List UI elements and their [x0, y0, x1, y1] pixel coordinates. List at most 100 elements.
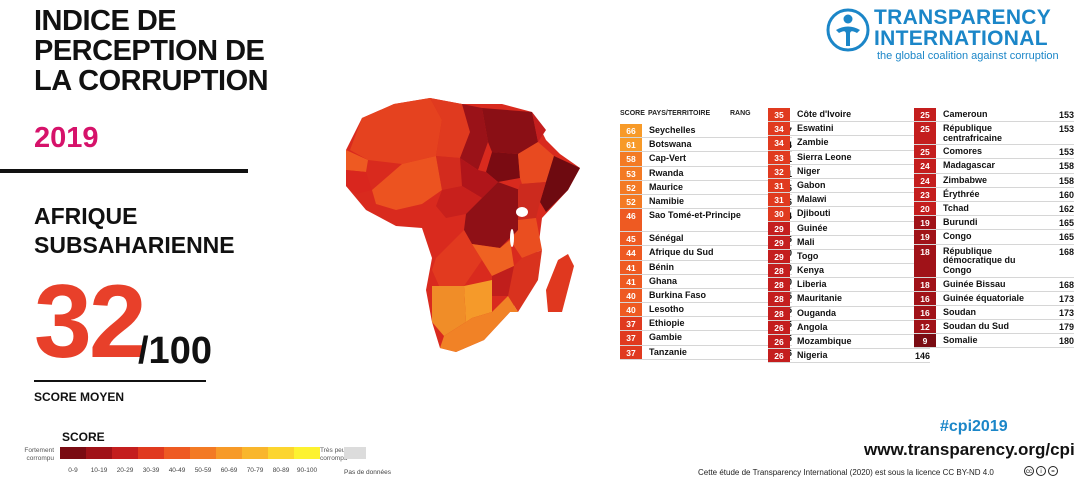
cc-nd-icon: = — [1048, 466, 1058, 476]
table-row: 29Togo130 — [768, 249, 930, 265]
country-name: Guinée — [797, 222, 828, 233]
legend-no-data-label: Pas de données — [344, 469, 391, 476]
country-score: 33 — [768, 150, 790, 164]
table-column-1: 66Seychelles2761Botswana3458Cap-Vert4153… — [620, 124, 792, 360]
country-name: Nigeria — [797, 350, 828, 361]
country-name: Tanzanie — [649, 346, 687, 357]
country-name: Guinée équatoriale — [943, 292, 1025, 303]
map-region-senegal — [346, 150, 368, 172]
table-row: 29Mali130 — [768, 235, 930, 250]
header-country: PAYS/TERRITOIRE — [648, 110, 711, 117]
legend-swatch — [190, 447, 216, 459]
table-row: 41Ghana80 — [620, 274, 792, 289]
table-row: 20 Tchad 162 — [914, 201, 1074, 217]
country-score: 29 — [768, 221, 790, 235]
map-region-mozambique — [508, 250, 542, 312]
table-row: 18 République démocratique du Congo 168 — [914, 244, 1074, 278]
table-row: 37Gambie96 — [620, 331, 792, 346]
table-row: 25 République centrafricaine 153 — [914, 122, 1074, 146]
map-region-tanzania — [510, 218, 542, 258]
logo-name: TRANSPARENCY INTERNATIONAL — [874, 7, 1051, 49]
legend-range-label: 80-89 — [272, 467, 290, 474]
country-score: 31 — [768, 193, 790, 207]
country-name: Madagascar — [943, 160, 996, 171]
country-name: Sénégal — [649, 233, 684, 244]
legend-color-scale — [60, 447, 320, 459]
cc-icon: cc — [1024, 466, 1034, 476]
country-score: 26 — [768, 335, 790, 349]
map-region-car — [460, 158, 498, 198]
title-line-2: PERCEPTION DE — [34, 35, 265, 67]
country-score: 66 — [620, 124, 642, 138]
country-rank: 165 — [1058, 218, 1074, 229]
country-score: 37 — [620, 331, 642, 345]
creative-commons-icons: cc i = — [1024, 466, 1058, 476]
table-row: 34Zambie113 — [768, 136, 930, 151]
country-name: Soudan — [943, 306, 976, 317]
country-name: Gambie — [649, 332, 683, 343]
country-name: Niger — [797, 165, 821, 176]
country-rank: 146 — [914, 351, 930, 362]
country-name: Kenya — [797, 265, 825, 276]
table-row: 29Guinée130 — [768, 221, 930, 236]
country-name: Namibie — [649, 195, 685, 206]
table-row: 28Ouganda137 — [768, 306, 930, 321]
map-region-sahel-west — [350, 98, 442, 164]
website-link[interactable]: www.transparency.org/cpi — [864, 440, 1075, 459]
table-row: 37Ethiopie96 — [620, 317, 792, 332]
legend-swatch — [164, 447, 190, 459]
logo-name-line-1: TRANSPARENCY — [874, 6, 1052, 29]
map-region-niger — [430, 98, 470, 158]
country-name: Botswana — [649, 139, 692, 150]
legend-no-data-swatch — [344, 447, 366, 459]
country-name: Maurice — [649, 181, 684, 192]
table-row: 53Rwanda51 — [620, 166, 792, 181]
country-rank: 162 — [1058, 203, 1074, 214]
country-name: Zimbabwe — [943, 174, 988, 185]
country-name: Sierra Leone — [797, 151, 852, 162]
country-score: 18 — [914, 244, 936, 277]
header-rank: RANG — [730, 110, 751, 117]
country-score: 26 — [768, 349, 790, 363]
country-name: Soudan du Sud — [943, 321, 1009, 332]
table-row: 31Gabon123 — [768, 178, 930, 194]
country-score: 61 — [620, 138, 642, 152]
legend-range-label: 70-79 — [246, 467, 264, 474]
country-rank: 153 — [1058, 147, 1074, 158]
country-rank: 179 — [1058, 322, 1074, 333]
country-rank: 173 — [1058, 293, 1074, 304]
country-score: 25 — [914, 122, 936, 145]
legend-title: SCORE — [62, 430, 105, 444]
map-region-guinea — [346, 170, 372, 194]
country-name: Gabon — [797, 179, 826, 190]
title-line-1: INDICE DE — [34, 5, 177, 37]
country-name: Côte d'Ivoire — [797, 109, 852, 119]
country-name: Mali — [797, 236, 815, 247]
country-score: 52 — [620, 180, 642, 194]
region-name: AFRIQUE SUBSAHARIENNE — [34, 202, 235, 260]
hashtag[interactable]: #cpi2019 — [940, 418, 1008, 435]
table-row: 28Kenya137 — [768, 264, 930, 279]
country-score: 37 — [620, 345, 642, 359]
legend-range-label: 90-100 — [296, 467, 318, 474]
country-name: Ethiopie — [649, 318, 685, 329]
legend-left-label: Fortement corrompu — [24, 447, 54, 462]
country-name: Togo — [797, 250, 819, 261]
country-rank: 168 — [1058, 246, 1074, 257]
legend-range-label: 50-59 — [194, 467, 212, 474]
country-score: 34 — [768, 122, 790, 136]
country-name: Angola — [797, 321, 828, 332]
country-score: 41 — [620, 274, 642, 288]
country-score: 18 — [914, 277, 936, 291]
map-region-zimbabwe — [492, 266, 514, 296]
country-score: 28 — [768, 306, 790, 320]
table-row: 25 Comores 153 — [914, 145, 1074, 160]
map-region-botswana — [464, 280, 492, 322]
country-name: Cap-Vert — [649, 153, 687, 164]
legend-range-label: 60-69 — [220, 467, 238, 474]
title-line-3: LA CORRUPTION — [34, 65, 269, 97]
country-score: 29 — [768, 249, 790, 264]
table-row: 52Namibie56 — [620, 194, 792, 210]
